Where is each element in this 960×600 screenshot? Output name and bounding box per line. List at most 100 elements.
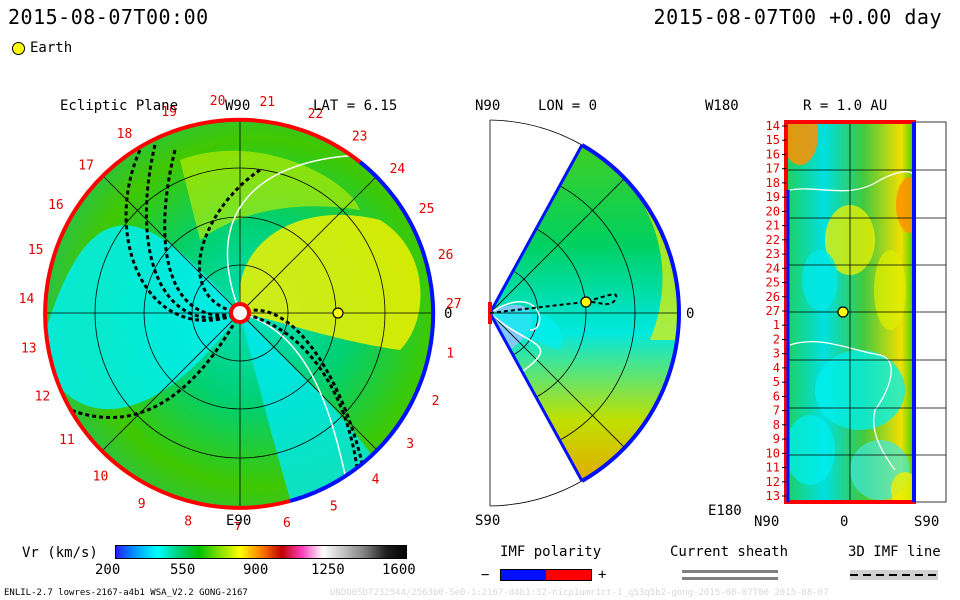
radial-y-label: 11 (766, 461, 780, 475)
radial-y-label: 17 (766, 162, 780, 176)
radial-y-label: 26 (766, 290, 780, 304)
carrington-number: 19 (161, 105, 177, 120)
carrington-number: 1 (446, 347, 454, 362)
radial-y-label: 2 (773, 333, 780, 347)
radial-y-label: 20 (766, 204, 780, 218)
earth-marker-ecliptic (332, 307, 344, 319)
meridional-zero-label: 0 (686, 306, 694, 322)
earth-marker-radial (837, 306, 849, 318)
carrington-number: 3 (406, 437, 414, 452)
imf-line-label: 3D IMF line (848, 544, 941, 560)
carrington-number: 17 (78, 158, 94, 173)
imf-line-swatch (850, 570, 938, 580)
imf-plus-label: + (598, 567, 607, 583)
carrington-number: 23 (352, 130, 368, 145)
earth-marker-icon (12, 41, 25, 55)
meridional-bottom-label: S90 (475, 513, 500, 529)
meridional-panel: N90 LON = 0 0 S90 (475, 98, 694, 529)
radial-y-label: 13 (766, 489, 780, 503)
radial-y-label: 3 (773, 347, 780, 361)
carrington-number: 26 (438, 248, 454, 263)
ecliptic-zero-label: 0 (444, 306, 452, 322)
ecliptic-title: Ecliptic Plane (60, 98, 178, 114)
carrington-number: 24 (390, 162, 406, 177)
carrington-number: 21 (259, 95, 275, 110)
radial-y-label: 25 (766, 276, 780, 290)
carrington-number: 27 (446, 297, 462, 312)
radial-y-label: 9 (773, 432, 780, 446)
carrington-number: 11 (59, 433, 75, 448)
carrington-number: 22 (308, 107, 324, 122)
radial-y-label: 5 (773, 375, 780, 389)
left-timestamp: 2015-08-07T00:00 (8, 5, 209, 29)
radial-x-label-s90: S90 (914, 514, 939, 530)
footer-right: UNDD0SD7232544/2563b0-Se0-1:2167-d4b1:32… (330, 588, 829, 598)
colorbar-tick: 550 (170, 562, 196, 578)
right-timestamp: 2015-08-07T00 +0.00 day (653, 5, 942, 29)
radial-x-label-n90: N90 (754, 514, 779, 530)
imf-polarity-bar (500, 569, 592, 581)
radial-x-label-0: 0 (840, 514, 848, 530)
radial-y-label: 8 (773, 418, 780, 432)
ecliptic-top-label: W90 (225, 98, 250, 114)
colorbar-tick: 200 (95, 562, 121, 578)
radial-y-label: 10 (766, 446, 780, 460)
radial-y-label: 4 (773, 361, 780, 375)
radial-y-label: 21 (766, 219, 780, 233)
colorbar-ticks: 200 550 900 1250 1600 (95, 562, 425, 580)
radial-y-label: 24 (766, 261, 780, 275)
carrington-number: 18 (117, 127, 133, 142)
imf-polarity-label: IMF polarity (500, 544, 602, 560)
radial-y-label: 6 (773, 389, 780, 403)
meridional-top-label: N90 (475, 98, 500, 114)
current-sheath-line-top (682, 570, 778, 573)
carrington-number: 15 (28, 243, 44, 258)
earth-legend: Earth (12, 40, 72, 56)
radial-y-label: 23 (766, 247, 780, 261)
current-sheath-label: Current sheath (670, 544, 789, 560)
imf-positive-swatch (546, 570, 591, 580)
footer-left: ENLIL-2.7 lowres-2167-a4b1 WSA_V2.2 GONG… (4, 588, 248, 598)
ecliptic-bottom-label: E90 (226, 513, 251, 529)
radial-y-label: 19 (766, 190, 780, 204)
carrington-number: 7 (234, 521, 242, 530)
radial-y-label: 1 (773, 318, 780, 332)
carrington-number: 14 (19, 292, 35, 307)
radial-y-label: 12 (766, 475, 780, 489)
velocity-colorbar (115, 545, 407, 559)
earth-legend-label: Earth (30, 40, 73, 56)
carrington-number: 5 (330, 499, 338, 514)
carrington-number: 6 (283, 516, 291, 530)
colorbar-tick: 1250 (311, 562, 345, 578)
radial-y-label: 16 (766, 148, 780, 162)
carrington-number: 13 (21, 342, 37, 357)
radial-y-label: 18 (766, 176, 780, 190)
radial-top-label: W180 (705, 98, 739, 114)
carrington-number: 2 (432, 394, 440, 409)
radial-r-label: R = 1.0 AU (803, 98, 887, 114)
colorbar-label: Vr (km/s) (22, 545, 98, 561)
ecliptic-plane-panel: 20 21222324252627123456789101112131415161… (19, 94, 462, 530)
colorbar-tick: 900 (243, 562, 269, 578)
radial-y-label: 15 (766, 133, 780, 147)
carrington-number: 16 (48, 198, 64, 213)
imf-negative-swatch (501, 570, 546, 580)
carrington-number: 10 (93, 469, 109, 484)
radial-y-label: 14 (766, 119, 780, 133)
imf-minus-label: − (481, 567, 490, 583)
radial-y-label: 27 (766, 304, 780, 318)
carrington-number: 12 (35, 390, 51, 405)
radial-panel: 1415161718192021222324252627123456789101… (705, 98, 947, 530)
carrington-number: 4 (372, 473, 380, 488)
current-sheath-line-bottom (682, 577, 778, 580)
radial-y-label: 22 (766, 233, 780, 247)
carrington-number: 20 (210, 94, 226, 109)
carrington-number: 8 (184, 515, 192, 530)
colorbar-tick: 1600 (382, 562, 416, 578)
earth-marker-meridional (580, 296, 592, 308)
radial-bottom-left-label: E180 (708, 503, 742, 519)
carrington-number: 9 (138, 497, 146, 512)
radial-y-label: 7 (773, 404, 780, 418)
ecliptic-lat-label: LAT = 6.15 (313, 98, 397, 114)
meridional-lon-label: LON = 0 (538, 98, 597, 114)
